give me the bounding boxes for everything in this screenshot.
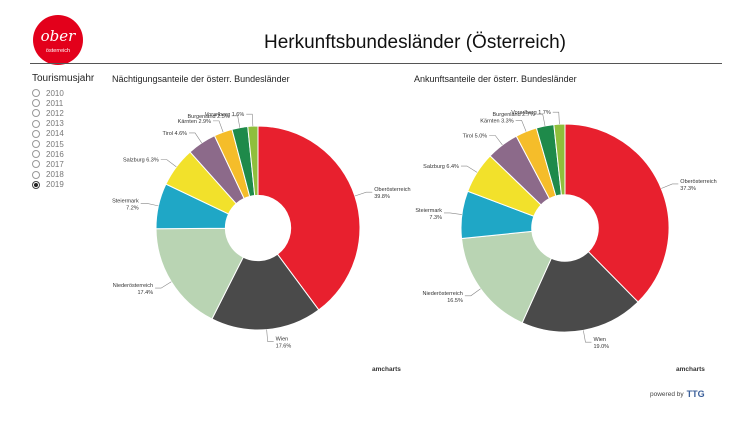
radio-icon[interactable] <box>32 160 40 169</box>
slice-label: Niederösterreich 17.4% <box>113 283 153 296</box>
slice-label: Tirol 5.0% <box>463 133 488 139</box>
slice-label: Oberösterreich 37.3% <box>680 179 716 192</box>
year-option-label: 2014 <box>46 129 64 139</box>
leader-line <box>140 202 159 207</box>
year-option-2013[interactable]: 2013 <box>32 119 102 129</box>
slice-label: Burgenland 2.7% <box>493 112 535 118</box>
year-options: 2010 2011 2012 2013 2014 2015 2016 2017 2018 2019 <box>32 88 102 190</box>
powered-by: powered by TTG <box>650 389 705 399</box>
radio-icon[interactable] <box>32 150 40 159</box>
leader-line <box>443 212 462 215</box>
slice-wien[interactable] <box>211 253 320 331</box>
slice-label: Steiermark 7.2% <box>112 198 139 211</box>
year-option-label: 2015 <box>46 139 64 149</box>
year-option-2017[interactable]: 2017 <box>32 159 102 169</box>
slice-label: Tirol 4.6% <box>162 131 187 137</box>
slice-label: Salzburg 6.4% <box>423 164 459 170</box>
logo-circle <box>33 15 83 65</box>
donut-chart-ankunft: Oberösterreich 37.3% Wien 19.0% Niederösterr… <box>415 110 716 350</box>
powered-by-text: powered by <box>650 390 684 398</box>
slice-label: Kärnten 2.9% <box>178 119 211 125</box>
slice-oberösterreich[interactable] <box>564 123 670 303</box>
amcharts-credit-1[interactable]: amcharts <box>372 366 401 373</box>
year-option-2016[interactable]: 2016 <box>32 149 102 159</box>
slice-label: Wien 17.6% <box>276 337 292 350</box>
chart-title-ankunft: Ankunftsanteile der österr. Bundesländer <box>414 74 577 84</box>
slice-vorarlberg[interactable] <box>553 123 566 196</box>
slice-label: Steiermark 7.3% <box>415 208 442 221</box>
year-option-label: 2017 <box>46 159 64 169</box>
radio-icon[interactable] <box>32 140 40 149</box>
radio-icon[interactable] <box>32 109 40 118</box>
amcharts-credit-2[interactable]: amcharts <box>676 366 705 373</box>
radio-icon[interactable] <box>32 99 40 108</box>
year-selector: Tourismusjahr 2010 2011 2012 2013 2014 2015 20… <box>32 73 102 190</box>
year-option-2018[interactable]: 2018 <box>32 170 102 180</box>
slice-label: Niederösterreich 16.5% <box>422 291 462 304</box>
year-option-label: 2012 <box>46 108 64 118</box>
radio-icon[interactable] <box>32 89 40 98</box>
slice-oberösterreich[interactable] <box>257 125 361 311</box>
leader-line <box>231 115 241 128</box>
radio-icon[interactable] <box>32 180 40 189</box>
leader-line <box>464 288 481 297</box>
year-option-label: 2016 <box>46 149 64 159</box>
logo-sub: österreich <box>46 48 70 54</box>
leader-line <box>583 330 592 343</box>
slice-label: Kärnten 3.3% <box>480 118 513 124</box>
year-option-2011[interactable]: 2011 <box>32 98 102 108</box>
page-title: Herkunftsbundesländer (Österreich) <box>263 32 567 53</box>
slice-label: Burgenland 2.5% <box>187 114 229 120</box>
leader-line <box>160 159 177 168</box>
year-option-label: 2011 <box>46 98 64 108</box>
slice-label: Vorarlberg 1.6% <box>205 112 245 118</box>
slice-label: Wien 19.0% <box>593 337 609 350</box>
year-option-2010[interactable]: 2010 <box>32 88 102 98</box>
leader-line <box>489 135 503 146</box>
leader-line <box>246 113 254 127</box>
slice-niederösterreich[interactable] <box>155 227 244 320</box>
leader-line <box>155 281 172 289</box>
radio-icon[interactable] <box>32 119 40 128</box>
leader-line <box>354 191 373 197</box>
leader-line <box>266 329 274 342</box>
year-option-label: 2019 <box>46 180 64 190</box>
ttg-brand: TTG <box>686 389 705 399</box>
radio-icon[interactable] <box>32 170 40 179</box>
slice-niederösterreich[interactable] <box>460 230 552 324</box>
year-option-2019[interactable]: 2019 <box>32 180 102 190</box>
slice-label: Salzburg 6.3% <box>123 158 159 164</box>
year-option-label: 2018 <box>46 170 64 180</box>
leader-line <box>552 111 560 125</box>
ober-oesterreich-logo: ober österreich <box>33 15 83 65</box>
chart-title-naechtigung: Nächtigungsanteile der österr. Bundeslän… <box>112 74 290 84</box>
logo-word: ober <box>41 27 77 45</box>
donut-chart-naechtigung: Oberösterreich 39.8% Wien 17.6% Niederösterr… <box>112 112 411 349</box>
year-option-2014[interactable]: 2014 <box>32 129 102 139</box>
year-option-2012[interactable]: 2012 <box>32 108 102 118</box>
leader-line <box>213 120 224 133</box>
year-option-label: 2010 <box>46 88 64 98</box>
leader-line <box>515 120 527 132</box>
header-divider <box>30 63 722 64</box>
slice-vorarlberg[interactable] <box>247 125 259 197</box>
year-selector-title: Tourismusjahr <box>32 73 95 84</box>
leader-line <box>661 183 679 189</box>
slice-label: Oberösterreich 39.8% <box>374 187 410 200</box>
year-option-2015[interactable]: 2015 <box>32 139 102 149</box>
radio-icon[interactable] <box>32 129 40 138</box>
leader-line <box>460 165 478 173</box>
leader-line <box>536 113 546 126</box>
slice-wien[interactable] <box>521 250 639 333</box>
year-option-label: 2013 <box>46 119 64 129</box>
slice-label: Vorarlberg 1.7% <box>511 110 551 116</box>
leader-line <box>189 132 202 144</box>
